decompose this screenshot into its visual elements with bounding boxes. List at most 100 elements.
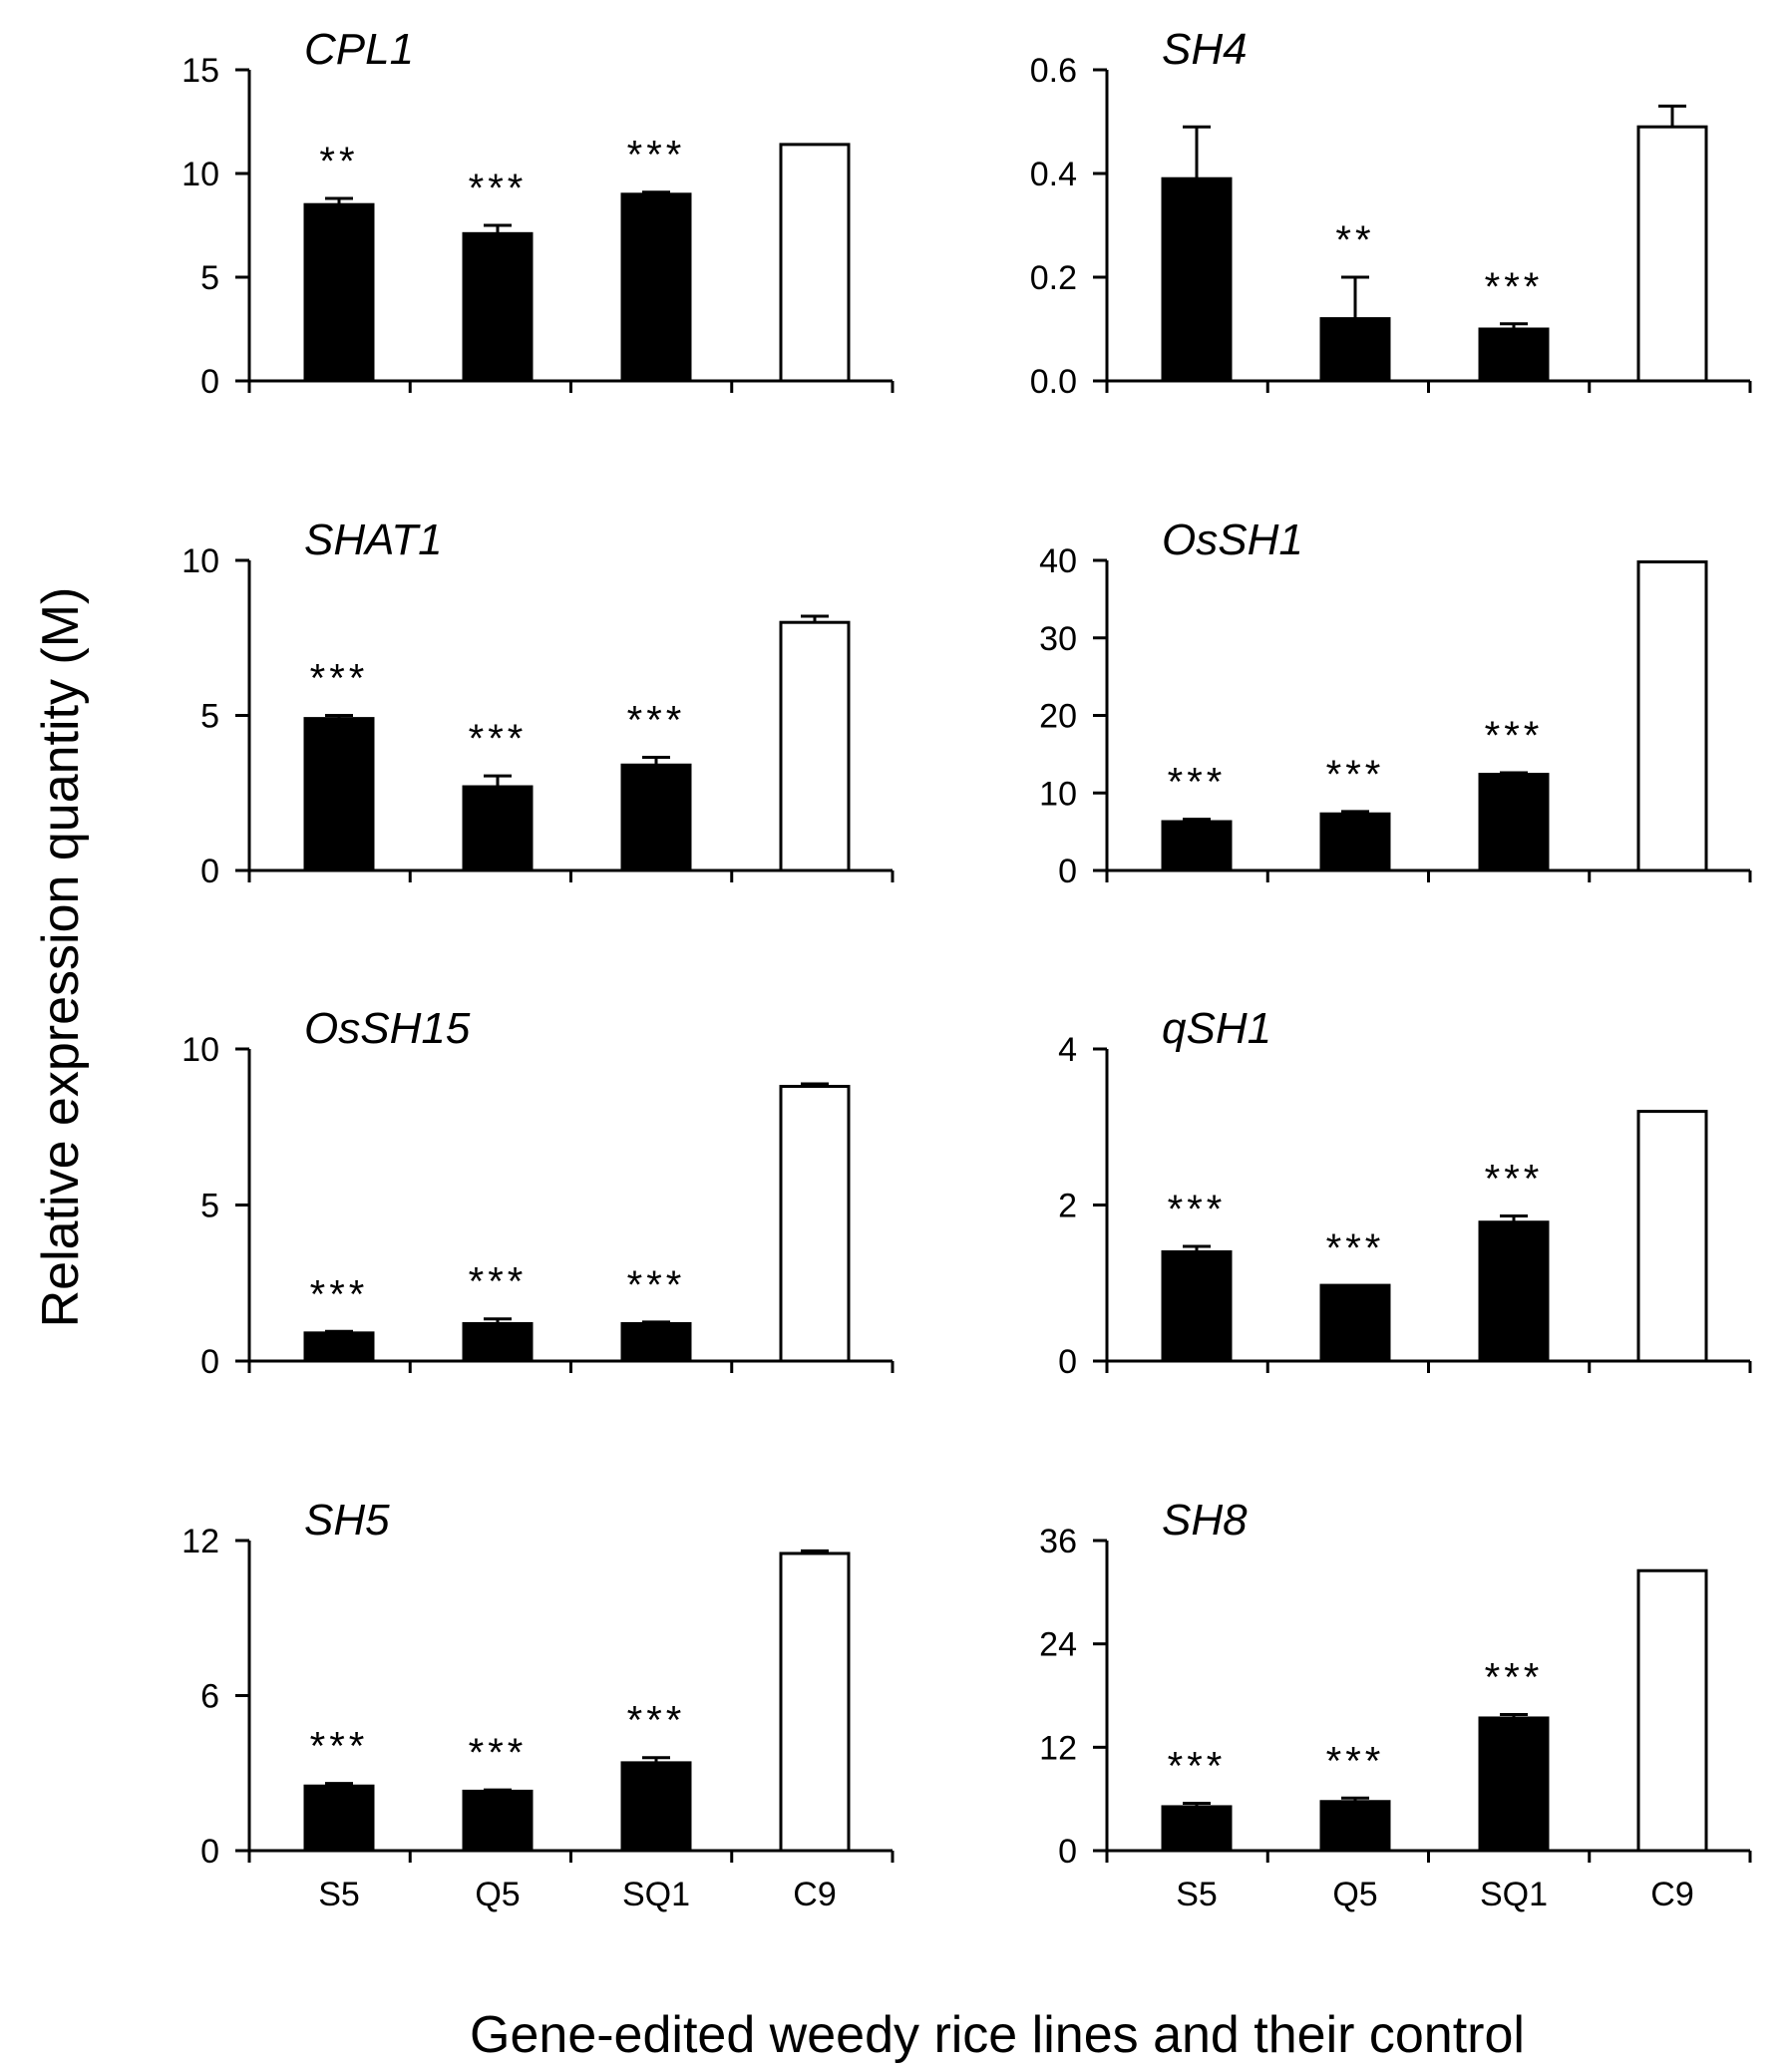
- bar-sq1: [620, 1321, 692, 1363]
- y-tick-label: 0.6: [1030, 52, 1077, 90]
- chart-title: SHAT1: [304, 516, 443, 564]
- panel-ossh15: 0 5 10 OsSH15 *** *** ***: [181, 1004, 895, 1381]
- significance-label: ***: [627, 698, 686, 742]
- y-tick-label: 24: [1039, 1626, 1077, 1664]
- bar-q5: [462, 231, 534, 383]
- bar-q5: [1319, 1283, 1391, 1363]
- chart-title: OsSH15: [304, 1004, 471, 1053]
- y-tick-label: 40: [1039, 542, 1077, 580]
- significance-label: ***: [310, 1725, 369, 1769]
- chart-title: qSH1: [1162, 1004, 1271, 1053]
- bar-s5: [303, 1331, 375, 1363]
- panel-sh8: 0 12 24 36 SH8 *** S5 *** Q5 *** SQ1 C9: [1039, 1496, 1752, 1913]
- bar-q5: [1319, 317, 1391, 383]
- significance-label: ***: [627, 1699, 686, 1743]
- bar-sq1: [620, 1761, 692, 1853]
- significance-label: ***: [1168, 761, 1227, 805]
- significance-label: ***: [469, 717, 528, 761]
- panel-ossh1: 0 10 20 30 40 OsSH1 *** *** ***: [1039, 516, 1752, 890]
- y-tick-label: 5: [200, 259, 219, 297]
- significance-label: ***: [469, 167, 528, 210]
- bar-s5: [1161, 820, 1233, 872]
- significance-label: ***: [627, 134, 686, 177]
- x-tick-label: Q5: [475, 1876, 520, 1913]
- significance-label: ***: [1485, 714, 1544, 758]
- bar-sq1: [620, 192, 692, 383]
- panel-sh5: 0 6 12 SH5 *** S5 *** Q5 *** SQ1 C9: [181, 1496, 895, 1913]
- y-tick-label: 15: [181, 52, 219, 90]
- y-tick-label: 0: [200, 1833, 219, 1871]
- panel-qsh1: 0 2 4 qSH1 *** *** ***: [1058, 1004, 1752, 1381]
- significance-label: ***: [1485, 265, 1544, 309]
- bar-c9: [1636, 1110, 1708, 1363]
- x-axis-title: Gene-edited weedy rice lines and their c…: [470, 2006, 1525, 2064]
- bar-sq1: [1478, 327, 1550, 383]
- bar-sq1: [620, 763, 692, 872]
- significance-label: ***: [627, 1263, 686, 1307]
- significance-label: ***: [310, 657, 369, 701]
- y-tick-label: 0: [200, 1343, 219, 1381]
- x-tick-label: C9: [793, 1876, 836, 1913]
- bar-q5: [1319, 1800, 1391, 1853]
- y-tick-label: 0.2: [1030, 259, 1077, 297]
- bar-s5: [303, 202, 375, 383]
- y-tick-label: 0: [1058, 1833, 1077, 1871]
- bar-s5: [1161, 176, 1233, 383]
- bar-sq1: [1478, 1716, 1550, 1853]
- y-tick-label: 36: [1039, 1523, 1077, 1560]
- bar-c9: [779, 143, 851, 383]
- chart-title: CPL1: [304, 25, 414, 74]
- significance-label: ***: [1168, 1188, 1227, 1231]
- significance-label: ***: [1326, 1739, 1385, 1783]
- panel-sh4: 0.00.20.40.6 SH4*****: [1030, 25, 1752, 401]
- bar-c9: [1636, 125, 1708, 383]
- significance-label: **: [319, 140, 358, 183]
- significance-label: ***: [310, 1272, 369, 1316]
- y-tick-label: 30: [1039, 620, 1077, 658]
- bar-c9: [779, 620, 851, 872]
- y-tick-label: 4: [1058, 1031, 1077, 1069]
- bar-c9: [1636, 560, 1708, 872]
- x-tick-label: SQ1: [1480, 1876, 1548, 1913]
- chart-title: SH8: [1162, 1496, 1248, 1545]
- bar-c9: [1636, 1568, 1708, 1853]
- significance-label: ***: [1485, 1157, 1544, 1201]
- bar-s5: [303, 1784, 375, 1853]
- y-tick-label: 2: [1058, 1188, 1077, 1225]
- bar-q5: [462, 1321, 534, 1363]
- y-tick-label: 6: [200, 1678, 219, 1716]
- y-tick-label: 10: [181, 1031, 219, 1069]
- y-tick-label: 5: [200, 1188, 219, 1225]
- y-tick-label: 0: [1058, 853, 1077, 890]
- bar-q5: [462, 1789, 534, 1853]
- y-tick-label: 10: [1039, 775, 1077, 813]
- bar-c9: [779, 1552, 851, 1853]
- y-tick-label: 12: [181, 1523, 219, 1560]
- y-tick-label: 0: [200, 853, 219, 890]
- chart-title: OsSH1: [1162, 516, 1303, 564]
- y-tick-label: 20: [1039, 698, 1077, 736]
- bar-sq1: [1478, 773, 1550, 872]
- x-tick-label: Q5: [1332, 1876, 1377, 1913]
- y-axis-title: Relative expression quantity (M): [32, 587, 90, 1328]
- y-tick-label: 0.4: [1030, 156, 1077, 193]
- significance-label: ***: [469, 1731, 528, 1775]
- bar-q5: [462, 785, 534, 872]
- y-tick-label: 12: [1039, 1729, 1077, 1767]
- y-tick-label: 0: [200, 363, 219, 401]
- bar-sq1: [1478, 1220, 1550, 1363]
- significance-label: ***: [1326, 1226, 1385, 1270]
- x-tick-label: S5: [318, 1876, 360, 1913]
- significance-label: ***: [469, 1260, 528, 1304]
- bar-s5: [1161, 1249, 1233, 1363]
- significance-label: **: [1335, 218, 1374, 262]
- significance-label: ***: [1485, 1656, 1544, 1700]
- y-tick-label: 0.0: [1030, 363, 1077, 401]
- chart-title: SH5: [304, 1496, 390, 1545]
- y-tick-label: 0: [1058, 1343, 1077, 1381]
- significance-label: ***: [1326, 753, 1385, 797]
- bar-s5: [303, 717, 375, 872]
- x-tick-label: SQ1: [622, 1876, 690, 1913]
